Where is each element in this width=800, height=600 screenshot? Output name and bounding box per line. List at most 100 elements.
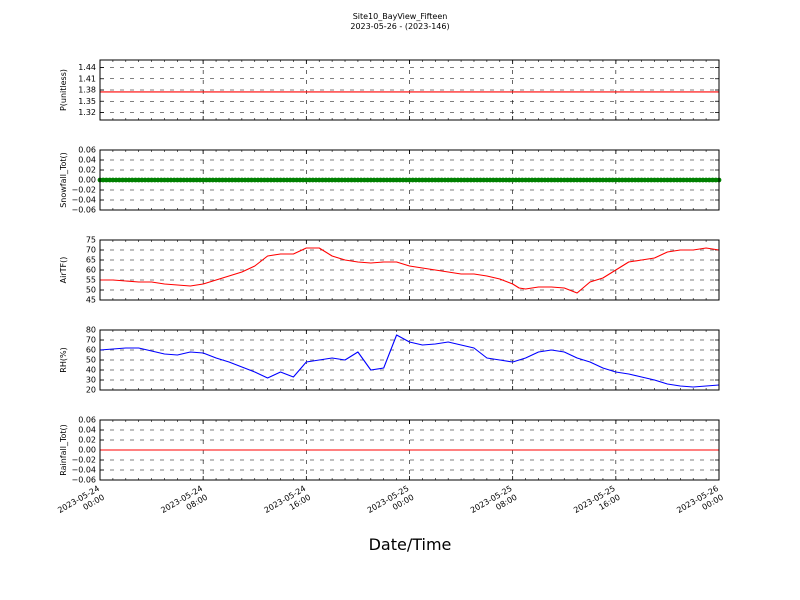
data-point [197,177,203,183]
data-point [278,177,283,183]
y-tick-label: 50 [86,356,96,365]
y-axis-label: AirTF() [59,257,68,284]
y-tick-label: 0.00 [78,446,96,455]
panel-frame [99,149,720,211]
y-tick-label: −0.06 [71,206,96,215]
y-tick-label: −0.04 [71,466,96,475]
series-line [99,334,720,388]
chart-subtitle: 2023-05-26 - (2023-146) [350,22,449,31]
y-tick-label: 45 [86,296,96,305]
data-point [558,177,564,183]
data-point [681,177,686,183]
y-tick-label: 0.04 [78,426,96,435]
data-point [332,177,338,183]
data-point [519,177,525,183]
data-point [168,177,174,183]
x-axis-label: Date/Time [369,535,452,554]
data-point [494,177,499,183]
panel-frame [99,419,720,481]
data-point [532,177,538,183]
data-point [668,177,673,183]
data-point [397,177,403,183]
y-tick-label: 75 [86,236,96,245]
data-point [587,177,593,183]
data-point [303,177,309,183]
data-point [574,177,580,183]
data-point [507,177,512,183]
y-tick-label: 55 [86,276,96,285]
y-tick-label: −0.06 [71,476,96,485]
y-tick-label: 30 [86,376,96,385]
y-tick-label: 50 [86,286,96,295]
data-point [155,177,161,183]
y-tick-label: 1.44 [78,63,96,72]
y-tick-label: 65 [86,256,96,265]
y-tick-label: 1.41 [78,74,96,83]
y-tick-label: 70 [86,246,96,255]
y-tick-label: 0.02 [78,166,96,175]
data-point [358,177,364,183]
y-tick-label: 0.06 [78,146,96,155]
data-point [600,177,606,183]
y-axis-label: Snowfall_Tot() [59,152,68,208]
data-point [142,177,148,183]
y-tick-label: 0.06 [78,416,96,425]
data-point [613,177,619,183]
y-tick-label: 0.04 [78,156,96,165]
data-point [655,177,661,183]
y-tick-label: 1.32 [78,108,96,117]
data-point [478,177,483,183]
data-point [452,177,457,183]
y-axis-label: P(unitless) [59,69,68,111]
data-point [129,177,135,183]
data-point [371,177,377,183]
panel-5: −0.06−0.04−0.020.000.020.040.06 Rainfall_… [59,416,720,485]
chart-title: Site10_BayView_Fifteen [353,12,448,21]
data-point [626,177,632,183]
data-point [706,177,712,183]
y-tick-label: 60 [86,266,96,275]
data-point [465,177,470,183]
data-point [694,177,699,183]
y-axis-label: RH(%) [59,347,68,372]
data-point [236,177,242,183]
data-point [384,177,390,183]
data-point [345,177,351,183]
data-point [439,177,445,183]
y-tick-label: −0.02 [71,186,96,195]
panel-frame [99,329,720,391]
y-tick-label: 20 [86,386,96,395]
data-point [184,177,190,183]
data-point [291,177,296,183]
y-tick-label: 40 [86,366,96,375]
panel-2: −0.06−0.04−0.020.000.020.040.06 Snowfall_… [59,146,722,215]
y-tick-label: −0.04 [71,196,96,205]
y-tick-label: 1.38 [78,86,96,95]
y-tick-label: 0.02 [78,436,96,445]
data-point [116,177,122,183]
data-point [223,177,229,183]
y-tick-label: −0.02 [71,456,96,465]
data-point [265,177,270,183]
data-point [210,177,216,183]
data-point [413,177,419,183]
panels: 1.321.351.381.411.44P(unitless)−0.06−0.0… [59,59,722,485]
y-tick-label: 60 [86,346,96,355]
y-tick-label: 70 [86,336,96,345]
series-line [100,247,720,294]
data-point [426,177,432,183]
y-tick-label: 1.35 [78,97,96,106]
panel-1: 1.32 1.35 1.38 1.41 1.44 P(unitless) [59,59,720,121]
data-point [545,177,551,183]
data-point [249,177,254,183]
